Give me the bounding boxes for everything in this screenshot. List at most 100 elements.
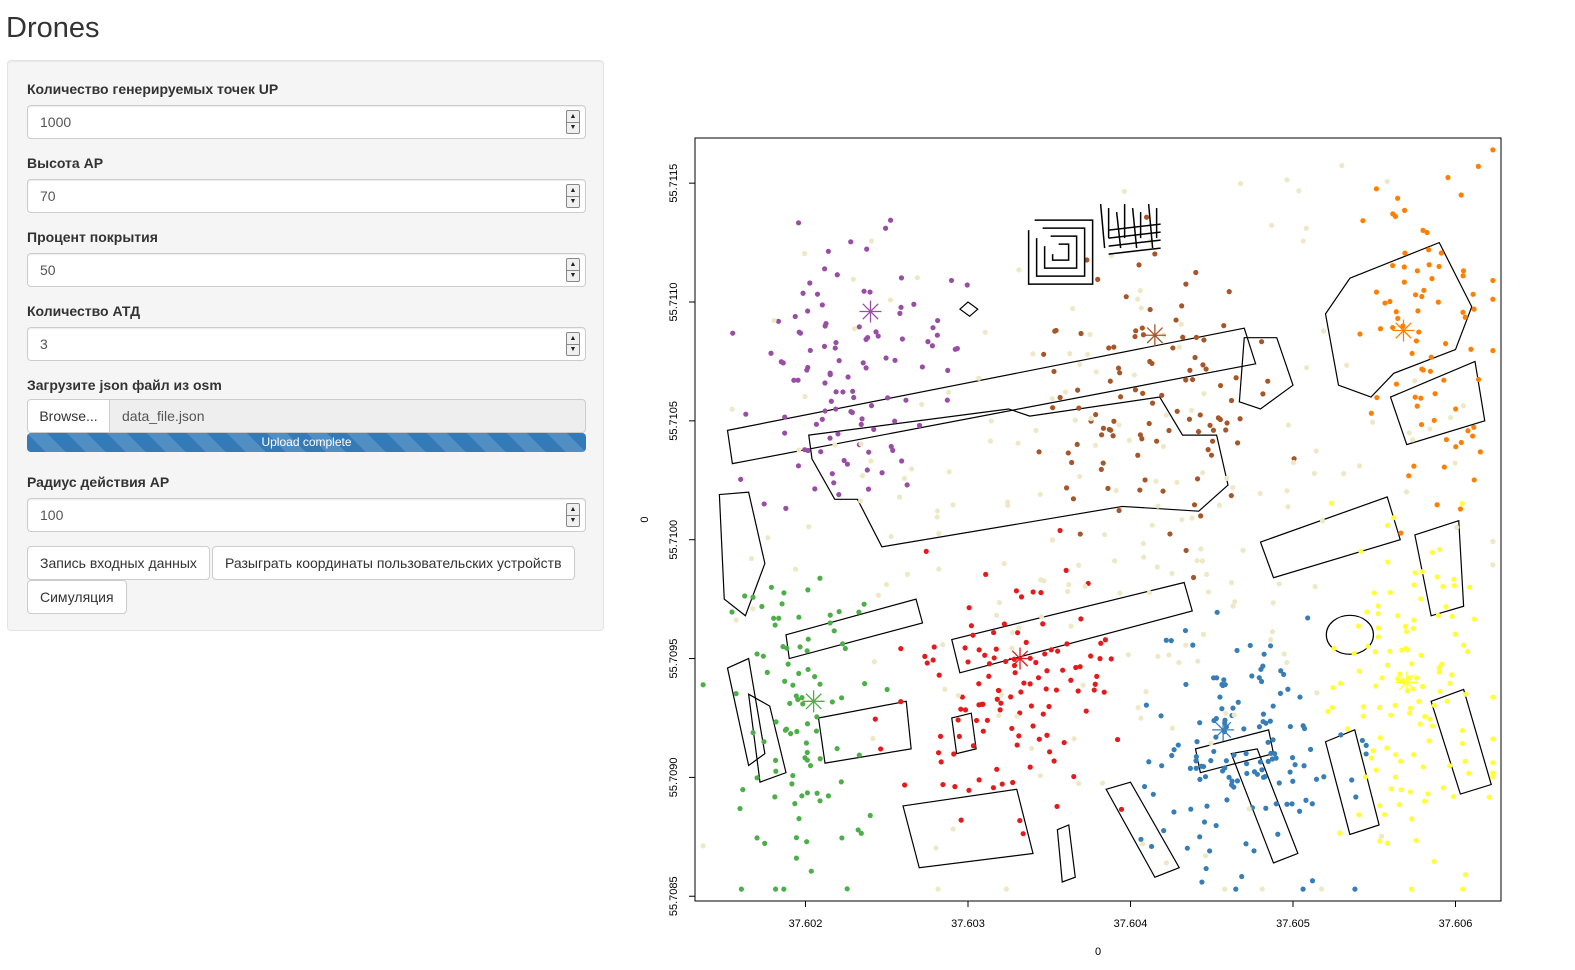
access-point-purple xyxy=(859,300,882,323)
user-point-purple xyxy=(925,339,931,345)
user-point-red xyxy=(1040,711,1046,717)
maze-line xyxy=(1108,231,1161,239)
user-point-green xyxy=(829,699,835,705)
building-outline xyxy=(718,491,766,617)
spin-up-icon[interactable]: ▲ xyxy=(567,111,579,123)
user-point-unassigned xyxy=(955,692,961,699)
user-point-unassigned xyxy=(1141,554,1147,560)
spin-down-icon[interactable]: ▼ xyxy=(569,517,577,524)
user-point-blue xyxy=(1214,675,1220,681)
user-point-yellow xyxy=(1373,683,1379,689)
user-point-purple xyxy=(844,461,851,467)
spin-down-icon[interactable]: ▼ xyxy=(569,346,577,353)
user-point-unassigned xyxy=(802,394,808,400)
spin-up-icon[interactable]: ▲ xyxy=(567,259,579,271)
y-tick-label: 55.7095 xyxy=(668,639,680,679)
user-point-red xyxy=(1021,680,1027,686)
user-point-unassigned xyxy=(1135,705,1141,711)
user-point-unassigned xyxy=(1412,378,1418,384)
user-point-brown xyxy=(1170,345,1176,351)
access-point-blue xyxy=(1212,718,1235,741)
coverage-percent-spinner[interactable]: ▲ ▼ xyxy=(566,258,580,282)
user-point-blue xyxy=(1230,705,1236,711)
user-point-red xyxy=(1102,637,1108,643)
user-point-purple xyxy=(768,350,774,356)
user-point-unassigned xyxy=(933,845,939,851)
spin-up-icon[interactable]: ▲ xyxy=(567,504,579,516)
user-point-yellow xyxy=(1436,669,1442,675)
user-point-orange xyxy=(1387,298,1393,305)
user-point-purple xyxy=(952,346,958,352)
user-point-yellow xyxy=(1396,801,1402,808)
y-tick-label: 55.7085 xyxy=(668,876,680,916)
atd-count-spinner[interactable]: ▲ ▼ xyxy=(566,332,580,356)
user-point-purple xyxy=(738,476,744,482)
user-point-blue xyxy=(1247,642,1253,649)
user-point-red xyxy=(1101,689,1107,695)
user-point-red xyxy=(998,700,1004,706)
user-point-orange xyxy=(1360,218,1366,224)
user-point-purple xyxy=(887,217,894,223)
user-point-unassigned xyxy=(1174,479,1180,485)
spin-up-icon[interactable]: ▲ xyxy=(567,333,579,345)
simulate-button[interactable]: Симуляция xyxy=(27,580,127,614)
user-point-brown xyxy=(1106,345,1112,351)
user-point-red xyxy=(976,777,982,783)
browse-button[interactable]: Browse... xyxy=(27,399,110,433)
user-point-yellow xyxy=(1490,770,1496,776)
user-point-orange xyxy=(1412,292,1419,298)
file-name-field[interactable]: data_file.json xyxy=(109,399,586,433)
user-point-blue xyxy=(1349,777,1355,783)
user-point-unassigned xyxy=(1269,629,1276,635)
user-point-orange xyxy=(1431,417,1437,423)
user-point-brown xyxy=(1137,487,1143,493)
user-point-orange xyxy=(1424,229,1430,236)
access-point-stroke xyxy=(1146,327,1164,344)
spin-down-icon[interactable]: ▼ xyxy=(569,124,577,131)
user-point-purple xyxy=(945,367,951,374)
user-point-brown xyxy=(1050,405,1056,411)
ap-height-input[interactable]: 70 ▲ ▼ xyxy=(27,179,586,213)
user-point-unassigned xyxy=(1194,558,1200,564)
user-point-orange xyxy=(1453,444,1459,450)
user-point-orange xyxy=(1414,268,1420,274)
user-point-yellow xyxy=(1429,723,1436,729)
user-point-blue xyxy=(1272,751,1278,757)
user-point-unassigned xyxy=(946,469,952,475)
ap-radius-input[interactable]: 100 ▲ ▼ xyxy=(27,498,586,532)
user-point-purple xyxy=(819,302,825,308)
save-input-button[interactable]: Запись входных данных xyxy=(27,546,210,580)
ap-radius-spinner[interactable]: ▲ ▼ xyxy=(566,503,580,527)
user-point-brown xyxy=(1167,531,1173,537)
user-point-orange xyxy=(1465,428,1471,434)
user-point-blue xyxy=(1258,666,1264,672)
user-point-purple xyxy=(825,248,831,254)
user-point-unassigned xyxy=(1404,489,1410,495)
user-point-unassigned xyxy=(1246,806,1252,812)
user-point-green xyxy=(797,644,803,650)
user-point-green xyxy=(856,752,862,758)
user-point-red xyxy=(995,687,1002,694)
user-point-purple xyxy=(831,480,837,486)
user-point-blue xyxy=(1226,774,1232,780)
user-point-green xyxy=(827,612,833,618)
user-point-orange xyxy=(1477,449,1483,455)
up-count-spinner[interactable]: ▲ ▼ xyxy=(566,110,580,134)
spin-up-icon[interactable]: ▲ xyxy=(567,185,579,197)
access-point-stroke xyxy=(1011,650,1029,667)
user-point-orange xyxy=(1414,403,1420,409)
user-point-blue xyxy=(1307,746,1314,752)
up-count-input[interactable]: 1000 ▲ ▼ xyxy=(27,105,586,139)
user-point-green xyxy=(760,653,766,659)
user-point-red xyxy=(966,787,972,793)
user-point-red xyxy=(986,661,993,667)
atd-count-input[interactable]: 3 ▲ ▼ xyxy=(27,327,586,361)
user-point-unassigned xyxy=(868,238,875,244)
spin-down-icon[interactable]: ▼ xyxy=(569,272,577,279)
generate-coords-button[interactable]: Разыграть координаты пользовательских ус… xyxy=(212,546,575,580)
user-point-red xyxy=(1043,686,1049,692)
spin-down-icon[interactable]: ▼ xyxy=(569,198,577,205)
ap-height-spinner[interactable]: ▲ ▼ xyxy=(566,184,580,208)
coverage-percent-input[interactable]: 50 ▲ ▼ xyxy=(27,253,586,287)
user-point-unassigned xyxy=(793,566,799,572)
